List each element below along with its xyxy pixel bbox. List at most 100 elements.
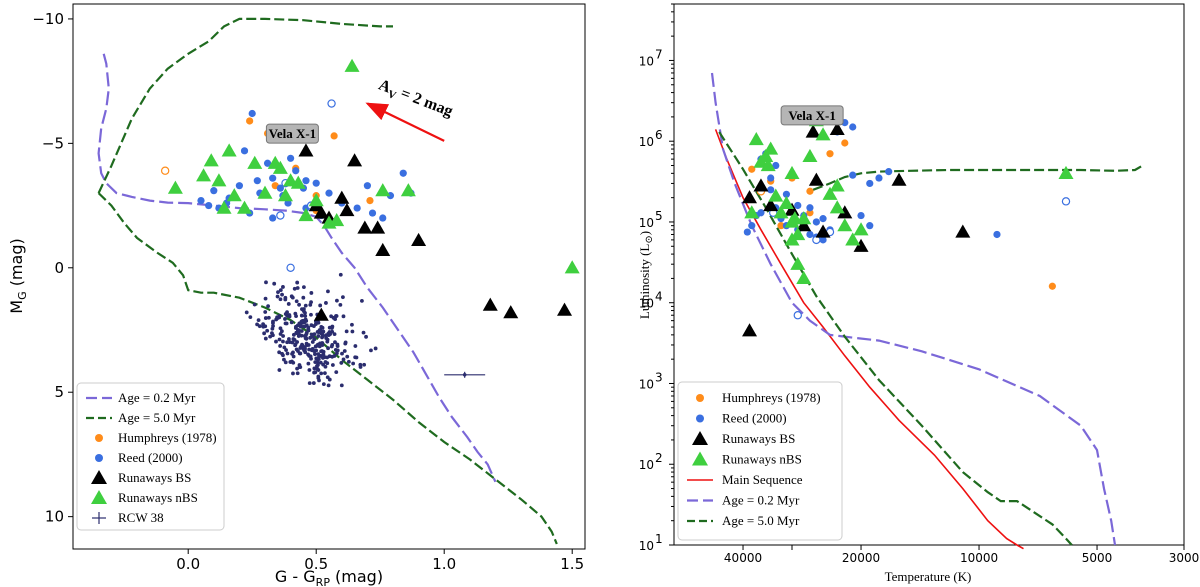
cmd-point-humphreys-1978 (246, 117, 254, 125)
cmd-point-reed-2000 (210, 187, 218, 195)
rcw38-star (295, 280, 300, 285)
hrd-plot-frame (673, 3, 1185, 546)
hrd-y-tick-exponent: 6 (655, 128, 663, 142)
rcw38-star (294, 324, 298, 329)
cmd-point-runaways-nbs (329, 213, 345, 227)
rcw38-star (283, 360, 288, 365)
hrd-point-runaways-nbs (758, 148, 774, 162)
rcw38-star (301, 295, 306, 300)
hrd-point-runaways-nbs (787, 211, 803, 225)
hrd-point-reed-2000 (866, 179, 874, 188)
cmd-point-runaways-nbs (221, 143, 237, 157)
rcw38-star (294, 299, 299, 304)
cmd-point-reed-2000-open (286, 263, 295, 272)
hrd-point-runaways-nbs (768, 188, 784, 202)
hrd-point-reed-2000 (794, 201, 802, 210)
hrd-point-runaways-bs (784, 202, 800, 216)
cmd-point-runaways-nbs (211, 173, 227, 187)
cmd-series-runaways-bs (298, 143, 573, 321)
rcw38-star (291, 371, 295, 376)
cmd-point-reed-2000 (253, 177, 261, 185)
rcw38-star (303, 350, 308, 355)
hrd-point-runaways-nbs (802, 148, 818, 162)
hrd-series-runaways-bs (742, 121, 971, 337)
cmd-y-tick-label: −5 (42, 134, 64, 152)
cmd-point-reed-2000 (263, 159, 272, 167)
rcw38-star (304, 341, 309, 346)
cmd-point-reed-2000-open (327, 99, 336, 108)
rcw38-star (276, 290, 280, 295)
hrd-y-tick-exponent: 2 (655, 451, 663, 465)
hrd-line-age-0-2-myr (710, 72, 1117, 546)
cmd-legend-label: Reed (2000) (118, 450, 183, 465)
rcw38-star (325, 337, 330, 342)
cmd-point-reed-2000 (235, 182, 243, 190)
rcw38-star (320, 335, 324, 340)
hrd-y-tick-exponent: 3 (655, 370, 663, 384)
rcw38-cloud (244, 272, 378, 388)
rcw38-star (316, 334, 321, 338)
hrd-point-reed-2000 (748, 222, 756, 230)
hrd-point-runaways-nbs (815, 127, 831, 141)
rcw38-star (287, 313, 292, 317)
rcw38-star (278, 326, 283, 331)
rcw38-star (351, 361, 356, 366)
rcw38-star (331, 315, 336, 320)
rcw38-star (364, 334, 368, 339)
cmd-legend-swatch (91, 490, 107, 504)
hrd-point-reed-2000 (757, 209, 765, 217)
rcw38-star (326, 383, 331, 388)
hrd-point-humphreys-1978 (826, 150, 834, 158)
cmd-point-runaways-bs (298, 143, 314, 157)
rcw38-star (335, 348, 340, 353)
cmd-y-tick-label: 10 (45, 508, 64, 526)
rcw38-star (302, 324, 307, 329)
cmd-panel: 0.0 0.5 1.0 1.5 −10 −5 0 5 10 Vela X-1 AV = 2 mag… (7, 3, 586, 587)
rcw38-star (309, 323, 314, 328)
cmd-x-tick-label: 0.0 (176, 555, 200, 573)
rcw38-star (277, 350, 282, 355)
cmd-ticks: 0.0 0.5 1.0 1.5 −10 −5 0 5 10 (32, 10, 584, 573)
rcw38-star (303, 336, 308, 341)
hrd-point-runaways-nbs (760, 158, 776, 172)
cmd-isochrones (97, 17, 558, 545)
rcw38-star (326, 346, 330, 351)
cmd-y-tick-label: 0 (54, 259, 64, 277)
hrd-point-reed-2000 (875, 174, 883, 182)
hrd-point-runaways-nbs (784, 165, 800, 179)
hrd-point-runaways-bs (829, 121, 845, 136)
rcw38-star (324, 333, 328, 338)
cmd-point-runaways-bs (313, 205, 329, 219)
rcw38-star (272, 281, 277, 286)
cmd-point-reed-2000 (284, 199, 292, 207)
cmd-series-runaways-nbs (167, 58, 580, 274)
rcw38-star (257, 324, 262, 329)
hrd-point-reed-2000 (772, 161, 780, 170)
hrd-y-tick-exponent: 7 (655, 47, 663, 61)
rcw38-star (265, 328, 270, 333)
hrd-point-humphreys-1978 (1048, 282, 1056, 290)
cmd-point-reed-2000 (287, 154, 295, 162)
hrd-point-humphreys-1978 (748, 165, 756, 173)
cmd-point-reed-2000 (368, 209, 377, 217)
rcw38-star (339, 383, 344, 388)
rcw38-star (286, 302, 291, 306)
cmd-point-runaways-nbs (344, 58, 360, 72)
hrd-point-runaways-bs (891, 172, 907, 186)
rcw38-point (462, 372, 467, 377)
rcw38-star (312, 370, 317, 375)
hrd-y-tick-label: 10 (639, 539, 654, 553)
rcw38-star (335, 342, 340, 347)
rcw38-star (332, 332, 337, 337)
hrd-point-reed-2000 (819, 236, 827, 244)
rcw38-star (295, 286, 300, 290)
rcw38-star (263, 316, 268, 320)
rcw38-star (310, 340, 315, 344)
rcw38-star (343, 340, 348, 345)
hrd-y-tick-label: 10 (639, 54, 654, 68)
rcw38-star (306, 361, 311, 366)
hrd-legend-swatch (692, 451, 708, 466)
hrd-legend-box (677, 381, 843, 541)
cmd-point-reed-2000 (248, 109, 256, 118)
cmd-point-reed-2000 (276, 184, 284, 192)
